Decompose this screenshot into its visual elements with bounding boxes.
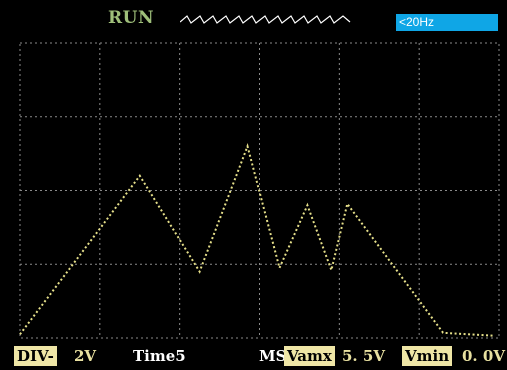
vamx-value: 5. 5V <box>342 347 385 365</box>
vamx-label: Vamx <box>284 346 335 366</box>
waveform-icon <box>180 15 351 24</box>
time-label: Time5 <box>133 347 186 365</box>
vmin-label: Vmin <box>402 346 453 366</box>
vmin-value: 0. 0V <box>462 347 505 365</box>
div-value: 2V <box>74 347 97 365</box>
time-unit: MS <box>259 347 287 365</box>
top-status-bar: RUN <20Hz <box>0 0 507 38</box>
frequency-badge: <20Hz <box>396 14 498 31</box>
bottom-readout-bar: DIV- 2V Time5 MS Vamx 5. 5V Vmin 0. 0V <box>0 343 507 370</box>
div-label: DIV- <box>14 346 57 366</box>
waveform-trace <box>19 143 496 337</box>
run-status: RUN <box>108 8 154 28</box>
